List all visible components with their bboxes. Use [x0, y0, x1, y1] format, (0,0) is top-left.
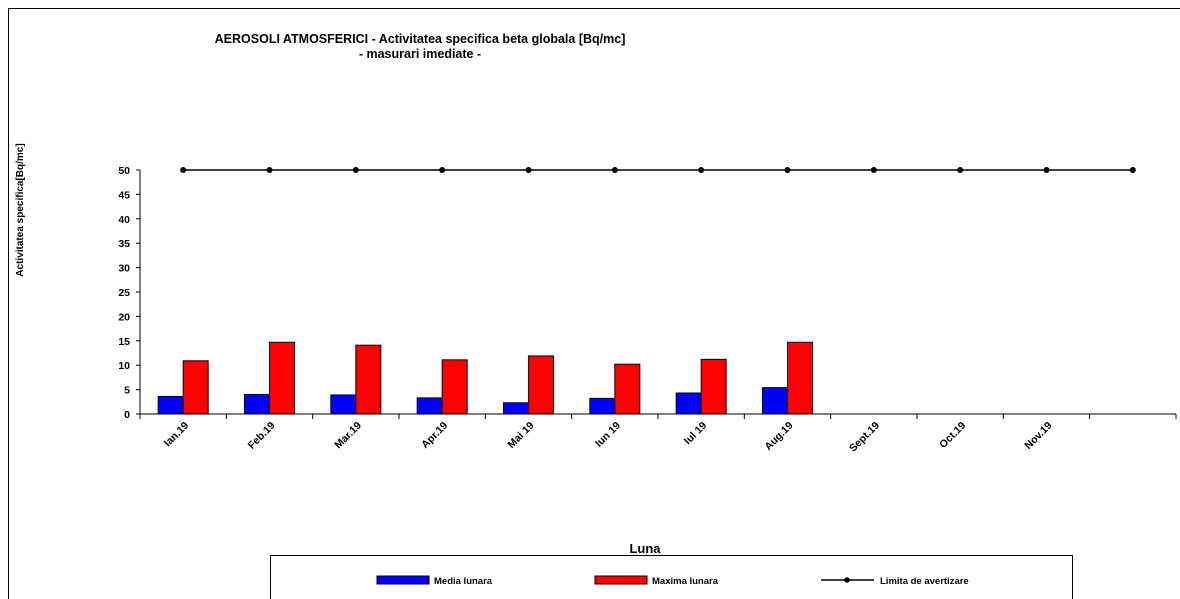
legend-label-maxima: Maxima lunara [652, 576, 719, 587]
chart-frame [8, 8, 1180, 599]
bar-media-lunara [675, 392, 702, 415]
chart-title: AEROSOLI ATMOSFERICI - Activitatea speci… [215, 32, 626, 46]
y-tick-label: 5 [124, 385, 130, 397]
x-tick-label: Mai 19 [505, 420, 536, 451]
limit-series-point [439, 167, 446, 173]
legend: Media lunara Maxima lunara Limita de ave… [270, 555, 1073, 599]
y-tick-label: 30 [118, 263, 130, 275]
limit-series-point [352, 167, 359, 173]
bar-maxima-lunara [614, 363, 641, 415]
y-tick-label: 50 [118, 165, 130, 177]
limit-series-point [525, 167, 532, 173]
bar-media-lunara [589, 397, 616, 415]
chart-subtitle: - masurari imediate - [359, 47, 481, 61]
bar-maxima-lunara [441, 359, 468, 415]
limit-series-point [784, 167, 791, 173]
y-tick-label: 15 [118, 336, 130, 348]
limit-line-group [180, 167, 1136, 173]
x-tick-label: Iun 19 [593, 420, 623, 450]
x-tick-label: Iul 19 [682, 420, 710, 448]
x-axis-ticks: Ian.19 Feb.19 Mar.19 Apr.19 Mai 19 Iun 19 Iul … [139, 414, 1177, 455]
limit-series-point [870, 167, 877, 173]
y-axis-label: Activitatea specifica[Bq/mc] [15, 143, 26, 276]
limit-series-point [957, 167, 964, 173]
x-axis-label: Luna [629, 541, 661, 556]
legend-label-limit: Limita de avertizare [880, 576, 969, 587]
limit-series-point [698, 167, 705, 173]
bar-maxima-lunara [355, 344, 382, 415]
y-tick-label: 0 [124, 409, 130, 421]
x-tick-label: Ian.19 [162, 420, 192, 450]
bar-maxima-lunara [182, 360, 209, 415]
bar-media-lunara [503, 402, 529, 415]
bar-media-lunara [416, 397, 443, 415]
bars-group [157, 341, 813, 415]
limit-series-point [266, 167, 273, 173]
x-tick-label: Nov.19 [1022, 420, 1054, 452]
legend-swatch-maxima [594, 575, 648, 585]
x-tick-label: Apr.19 [419, 420, 450, 451]
bar-media-lunara [330, 394, 357, 415]
limit-series-point [1043, 167, 1050, 173]
bar-maxima-lunara [787, 341, 813, 415]
bar-media-lunara [157, 395, 184, 415]
x-tick-label: Feb.19 [246, 420, 278, 452]
legend-swatch-media [376, 575, 430, 585]
limit-series-point [180, 167, 187, 173]
bar-maxima-lunara [528, 355, 554, 415]
bar-media-lunara [762, 387, 788, 415]
x-tick-label: Aug.19 [762, 420, 795, 453]
y-tick-label: 20 [118, 311, 130, 323]
x-tick-label: Sept.19 [847, 420, 882, 455]
x-tick-label: Oct.19 [937, 420, 968, 451]
y-tick-label: 40 [118, 214, 130, 226]
y-tick-label: 25 [118, 287, 130, 299]
y-tick-label: 45 [118, 189, 130, 201]
legend-swatch-limit-marker [844, 577, 850, 583]
bar-media-lunara [244, 393, 270, 415]
bar-maxima-lunara [700, 358, 727, 415]
x-tick-label: Mar.19 [332, 420, 364, 452]
legend-label-media: Media lunara [434, 576, 493, 587]
y-axis-ticks: 0 5 10 15 20 25 30 35 40 45 50 [118, 165, 140, 421]
limit-series-point [611, 167, 618, 173]
bar-maxima-lunara [269, 341, 295, 415]
limit-series-point [1129, 167, 1136, 173]
y-tick-label: 35 [118, 238, 130, 250]
y-tick-label: 10 [118, 360, 130, 372]
